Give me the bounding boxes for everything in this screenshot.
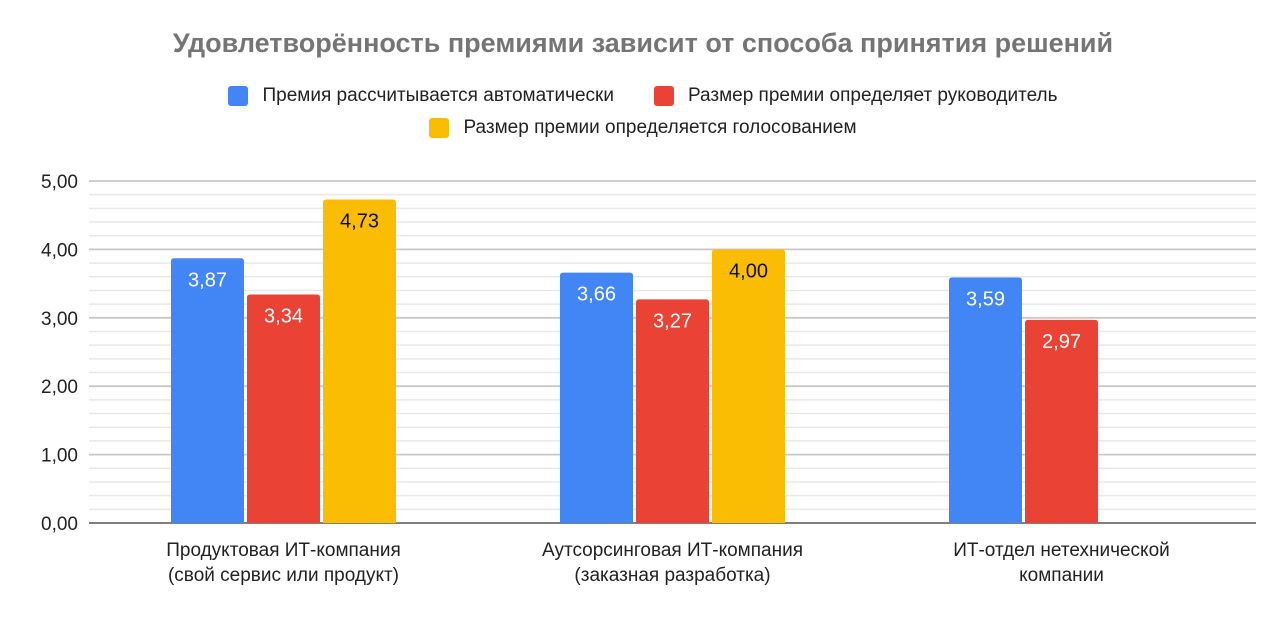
legend-label: Размер премии определяет руководитель <box>687 85 1058 106</box>
bar <box>171 258 244 523</box>
x-tick-label: Продуктовая ИТ-компания <box>166 540 401 561</box>
bar <box>712 249 785 523</box>
data-label: 3,27 <box>653 310 692 332</box>
data-label: 4,00 <box>729 260 768 282</box>
legend-row-1: Премия рассчитывается автоматически Разм… <box>0 85 1286 107</box>
data-label: 2,97 <box>1042 331 1081 353</box>
x-tick-label: (заказная разработка) <box>574 565 770 586</box>
x-tick-label: (свой сервис или продукт) <box>168 565 399 586</box>
y-tick-label: 3,00 <box>41 309 78 330</box>
y-tick-label: 4,00 <box>41 240 78 261</box>
data-label: 3,34 <box>264 306 303 328</box>
legend-swatch <box>228 86 249 106</box>
x-tick-label: Аутсорсинговая ИТ-компания <box>542 540 803 561</box>
x-tick-label: ИТ-отдел нетехнической <box>953 540 1170 561</box>
data-label: 4,73 <box>340 210 379 232</box>
legend-swatch <box>429 118 450 138</box>
bar <box>1025 319 1098 523</box>
bar <box>560 272 633 523</box>
y-tick-label: 1,00 <box>41 446 78 467</box>
data-label: 3,87 <box>188 269 227 291</box>
legend-swatch <box>653 86 674 106</box>
legend-item-auto: Премия рассчитывается автоматически <box>228 85 614 107</box>
data-label: 3,59 <box>966 288 1005 310</box>
legend-row-2: Размер премии определяется голосованием <box>0 117 1286 139</box>
legend-item-vote: Размер премии определяется голосованием <box>429 117 857 139</box>
y-tick-label: 0,00 <box>41 514 78 535</box>
bar <box>247 294 320 523</box>
x-tick-label: компании <box>1019 565 1104 586</box>
chart-title: Удовлетворённость премиями зависит от сп… <box>172 28 1114 58</box>
bar <box>949 277 1022 523</box>
legend-item-manager: Размер премии определяет руководитель <box>653 85 1058 107</box>
data-label: 3,66 <box>577 284 616 306</box>
legend-label: Размер премии определяется голосованием <box>463 117 857 138</box>
legend-label: Премия рассчитывается автоматически <box>262 85 614 106</box>
bar <box>323 199 396 523</box>
y-tick-label: 2,00 <box>41 377 78 398</box>
bar <box>636 299 709 523</box>
y-tick-label: 5,00 <box>41 172 78 193</box>
